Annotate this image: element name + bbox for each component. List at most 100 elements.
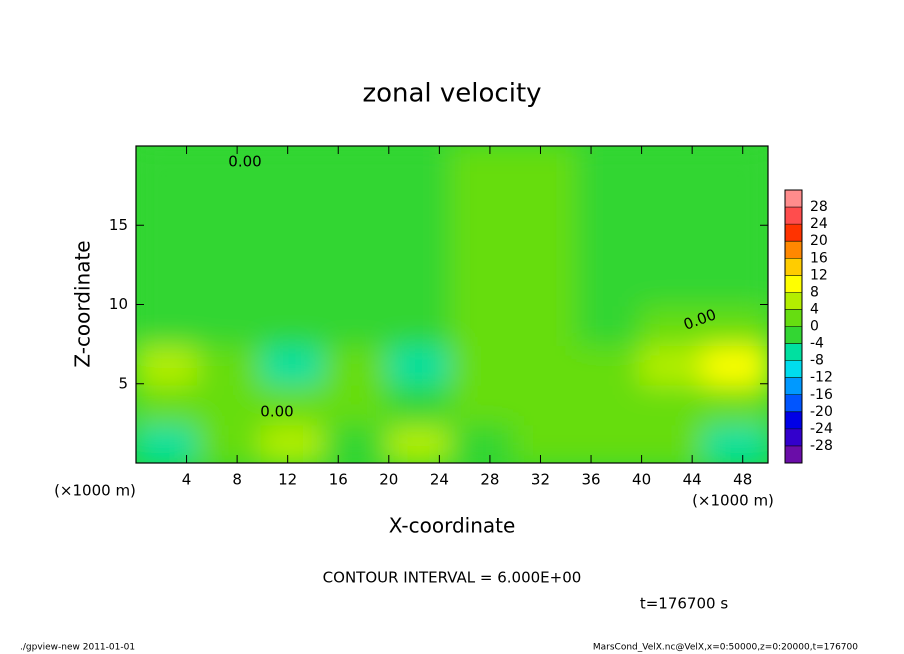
colorbar-swatch bbox=[785, 343, 802, 361]
cell bbox=[386, 421, 454, 463]
cell bbox=[576, 223, 644, 267]
cell bbox=[136, 146, 202, 188]
cell bbox=[260, 183, 328, 228]
cell bbox=[136, 302, 202, 347]
footer-right: MarsCond_VelX.nc@VelX,x=0:50000,z=0:2000… bbox=[593, 643, 858, 653]
x-axis-label: X-coordinate bbox=[389, 514, 516, 538]
cell bbox=[136, 421, 202, 463]
x-tick-label: 40 bbox=[632, 471, 651, 489]
colorbar-swatch bbox=[785, 411, 802, 429]
colorbar-label: 28 bbox=[810, 199, 828, 215]
x-tick-label: 36 bbox=[581, 471, 600, 489]
colorbar-label: -12 bbox=[810, 370, 833, 386]
colorbar-label: -24 bbox=[810, 421, 833, 437]
x-tick-label: 8 bbox=[232, 471, 242, 489]
cell bbox=[576, 381, 644, 426]
cell bbox=[136, 262, 202, 307]
contour-label: 0.00 bbox=[228, 153, 261, 171]
cell bbox=[197, 342, 265, 386]
colorbar-label: 16 bbox=[810, 250, 828, 266]
cell bbox=[323, 342, 391, 386]
cell bbox=[513, 342, 581, 386]
cell bbox=[197, 146, 265, 188]
colorbar-label: -8 bbox=[810, 353, 824, 369]
cell bbox=[197, 183, 265, 228]
colorbar-swatch bbox=[785, 360, 802, 378]
cell bbox=[513, 146, 581, 188]
cell bbox=[136, 223, 202, 267]
cell bbox=[450, 342, 518, 386]
cell bbox=[576, 262, 644, 307]
x-tick-label: 16 bbox=[329, 471, 348, 489]
cell bbox=[513, 302, 581, 347]
colorbar-label: 8 bbox=[810, 284, 819, 300]
y-axis-label: Z-coordinate bbox=[71, 240, 95, 367]
colorbar-swatch bbox=[785, 207, 802, 225]
cell bbox=[450, 381, 518, 426]
colorbar-swatch bbox=[785, 292, 802, 310]
cell bbox=[639, 183, 707, 228]
cell bbox=[136, 342, 202, 386]
y-tick-label: 15 bbox=[109, 216, 128, 234]
cell bbox=[197, 223, 265, 267]
cell bbox=[260, 302, 328, 347]
x-tick-label: 44 bbox=[683, 471, 702, 489]
cell bbox=[576, 183, 644, 228]
cell bbox=[639, 342, 707, 386]
cell bbox=[260, 223, 328, 267]
x-tick-label: 48 bbox=[733, 471, 752, 489]
cell bbox=[513, 421, 581, 463]
contour-label: 0.00 bbox=[260, 403, 293, 421]
cell bbox=[323, 302, 391, 347]
x-tick-label: 12 bbox=[278, 471, 297, 489]
cell bbox=[323, 262, 391, 307]
colorbar-swatch bbox=[785, 190, 802, 208]
cell bbox=[639, 381, 707, 426]
cell bbox=[576, 146, 644, 188]
cell bbox=[136, 381, 202, 426]
time-label: t=176700 s bbox=[640, 595, 728, 613]
x-tick-label: 24 bbox=[430, 471, 449, 489]
contour-interval: CONTOUR INTERVAL = 6.000E+00 bbox=[323, 569, 582, 587]
cell bbox=[576, 421, 644, 463]
chart-title: zonal velocity bbox=[362, 79, 541, 109]
y-unit: (×1000 m) bbox=[54, 482, 136, 500]
colorbar-label: 20 bbox=[810, 233, 828, 249]
colorbar-swatch bbox=[785, 258, 802, 276]
cell bbox=[576, 302, 644, 347]
cell bbox=[639, 223, 707, 267]
x-tick-label: 4 bbox=[182, 471, 192, 489]
cell bbox=[323, 223, 391, 267]
cell bbox=[450, 223, 518, 267]
cell bbox=[197, 381, 265, 426]
colorbar-label: -4 bbox=[810, 336, 824, 352]
cell bbox=[260, 262, 328, 307]
colorbar-swatch bbox=[785, 275, 802, 293]
cell bbox=[450, 421, 518, 463]
cell bbox=[702, 146, 768, 188]
colorbar-swatch bbox=[785, 428, 802, 446]
cell bbox=[386, 262, 454, 307]
x-unit: (×1000 m) bbox=[692, 492, 774, 510]
cell bbox=[513, 262, 581, 307]
colorbar-swatch bbox=[785, 394, 802, 412]
cell bbox=[323, 146, 391, 188]
cell bbox=[197, 421, 265, 463]
cell bbox=[386, 302, 454, 347]
cell bbox=[576, 342, 644, 386]
field bbox=[136, 146, 768, 463]
colorbar-label: 24 bbox=[810, 216, 828, 232]
cell bbox=[450, 262, 518, 307]
y-tick-label: 10 bbox=[109, 295, 128, 313]
cell bbox=[386, 381, 454, 426]
footer-left: ./gpview-new 2011-01-01 bbox=[20, 643, 135, 653]
cell bbox=[639, 421, 707, 463]
cell bbox=[639, 302, 707, 347]
cell bbox=[702, 381, 768, 426]
cell bbox=[450, 146, 518, 188]
cell bbox=[260, 421, 328, 463]
cell bbox=[639, 262, 707, 307]
colorbar-swatch bbox=[785, 326, 802, 344]
